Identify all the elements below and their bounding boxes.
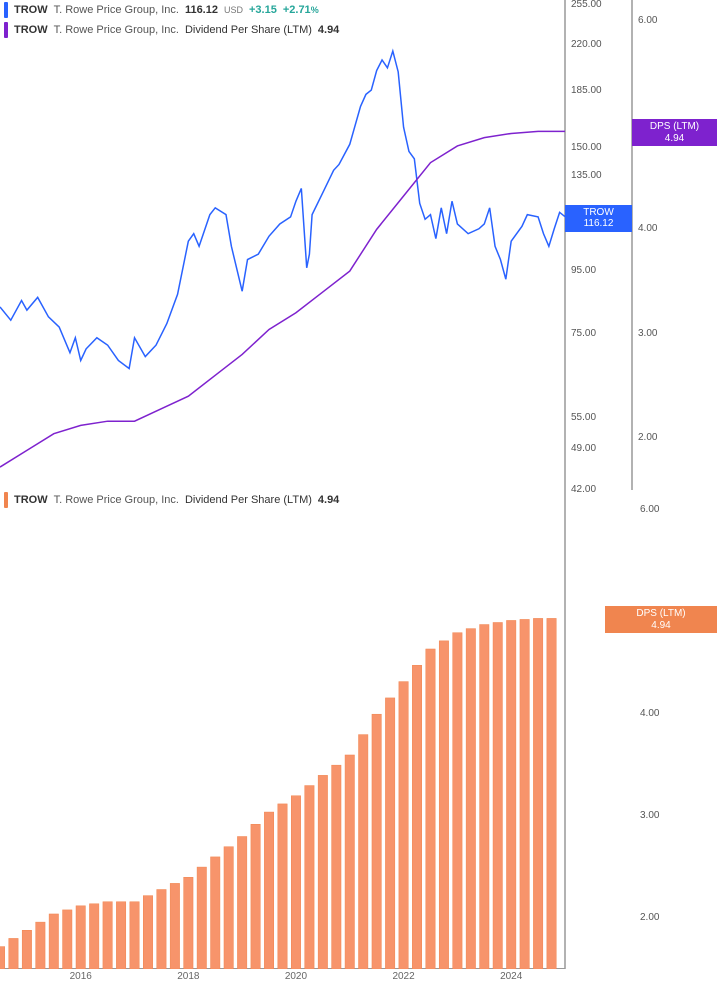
legend-price-row[interactable]: TROW T. Rowe Price Group, Inc. 116.12 US… <box>0 0 339 20</box>
price-axis-labels: 255.00220.00185.00150.00135.0095.0075.00… <box>565 0 632 490</box>
dps-badge-lower: DPS (LTM) 4.94 <box>605 606 717 633</box>
company-label: T. Rowe Price Group, Inc. <box>54 24 179 36</box>
company-label: T. Rowe Price Group, Inc. <box>54 494 179 506</box>
dps-swatch <box>4 22 8 38</box>
company-label: T. Rowe Price Group, Inc. <box>54 4 179 16</box>
ticker-label: TROW <box>14 24 48 36</box>
chart-container: TROW T. Rowe Price Group, Inc. 116.12 US… <box>0 0 717 1005</box>
lower-axis-labels: 6.005.004.003.002.00 <box>565 490 717 969</box>
bars-swatch <box>4 492 8 508</box>
upper-pane[interactable]: TROW T. Rowe Price Group, Inc. 116.12 US… <box>0 0 717 490</box>
legend-dps-row[interactable]: TROW T. Rowe Price Group, Inc. Dividend … <box>0 20 339 40</box>
dps-value: 4.94 <box>318 24 339 36</box>
lower-pane[interactable]: TROW T. Rowe Price Group, Inc. Dividend … <box>0 490 717 987</box>
price-change: +3.15 <box>249 4 277 16</box>
price-change-pct: +2.71% <box>283 4 319 16</box>
currency-label: USD <box>224 5 243 15</box>
dps-axis-labels: 6.004.003.002.00 <box>632 0 717 490</box>
dps-value: 4.94 <box>318 494 339 506</box>
metric-label: Dividend Per Share (LTM) <box>185 494 312 506</box>
price-badge: TROW 116.12 <box>565 205 632 232</box>
price-swatch <box>4 2 8 18</box>
metric-label: Dividend Per Share (LTM) <box>185 24 312 36</box>
lower-legend: TROW T. Rowe Price Group, Inc. Dividend … <box>0 490 339 510</box>
dps-badge: DPS (LTM) 4.94 <box>632 119 717 146</box>
upper-legend: TROW T. Rowe Price Group, Inc. 116.12 US… <box>0 0 339 40</box>
price-value: 116.12 <box>185 4 218 16</box>
legend-bars-row[interactable]: TROW T. Rowe Price Group, Inc. Dividend … <box>0 490 339 510</box>
ticker-label: TROW <box>14 494 48 506</box>
x-axis: 20162018202020222024 <box>0 969 565 987</box>
ticker-label: TROW <box>14 4 48 16</box>
